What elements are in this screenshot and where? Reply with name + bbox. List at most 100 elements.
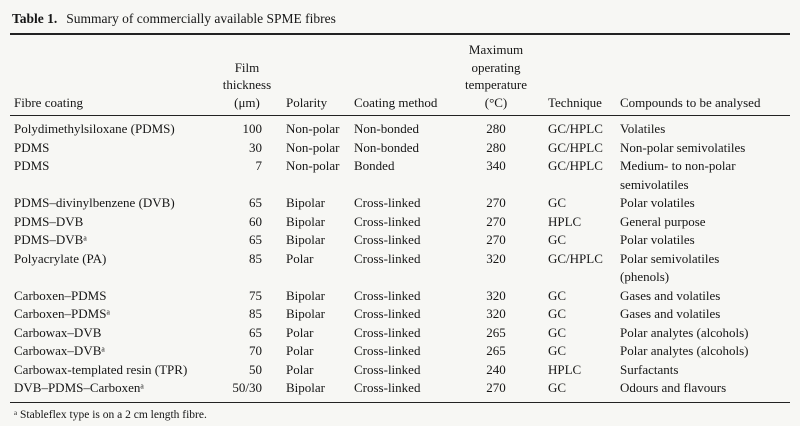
cell-compounds: Polar volatiles [620, 195, 695, 210]
cell-polarity: Polar [286, 324, 314, 340]
cell-polarity: Bipolar [286, 306, 325, 321]
cell-max-operating-temperature: 340 [486, 158, 506, 173]
cell-coating-method: Cross-linked [354, 195, 421, 210]
cell-film-thickness: 60 [249, 213, 262, 229]
cell-fibre-coating: Polyacrylate (PA) [14, 250, 107, 266]
cell-fibre-coating: Carbowax-templated resin (TPR) [14, 361, 188, 377]
cell-coating-method: Cross-linked [354, 380, 421, 395]
cell-max-operating-temperature: 265 [486, 324, 506, 340]
table-row: Carbowax-templated resin (TPR) 50 Polar Cro… [10, 361, 790, 380]
column-header-compounds: Compounds to be analysed [616, 35, 790, 116]
cell-compounds: Polar semivolatiles (phenols) [620, 250, 720, 285]
table-footnote: ᵃ Stableflex type is on a 2 cm length fi… [14, 408, 207, 421]
cell-polarity: Bipolar [286, 287, 325, 303]
cell-compounds: Volatiles [620, 121, 666, 136]
cell-compounds: Non-polar semivolatiles [620, 139, 746, 155]
cell-compounds: Surfactants [620, 361, 679, 377]
table-row: PDMS–divinylbenzene (DVB) 65 Bipolar Cross-… [10, 194, 790, 213]
cell-technique: GC/HPLC [548, 158, 603, 173]
cell-polarity: Polar [286, 343, 314, 358]
table-row: PDMS–DVBᵃ 65 Bipolar Cross-linked 270 GC Polar… [10, 231, 790, 250]
cell-technique: GC/HPLC [548, 121, 603, 136]
cell-technique: HPLC [548, 213, 582, 229]
cell-fibre-coating: Carbowax–DVB [14, 324, 102, 340]
cell-film-thickness: 65 [249, 324, 262, 340]
column-header-technique: Technique [546, 35, 616, 116]
cell-compounds: Odours and flavours [620, 380, 727, 395]
cell-technique: GC [548, 343, 567, 358]
cell-film-thickness: 70 [249, 343, 262, 358]
cell-compounds: Polar analytes (alcohols) [620, 343, 749, 358]
column-header-fibre-coating: Fibre coating [10, 35, 216, 116]
cell-polarity: Polar [286, 250, 314, 266]
cell-coating-method: Cross-linked [354, 250, 421, 266]
cell-coating-method: Cross-linked [354, 343, 421, 358]
cell-fibre-coating: PDMS [14, 139, 50, 155]
cell-technique: HPLC [548, 361, 582, 377]
table-row: DVB–PDMS–Carboxenᵃ 50/30 Bipolar Cross-link… [10, 379, 790, 402]
column-header-polarity: Polarity [278, 35, 350, 116]
cell-polarity: Non-polar [286, 158, 340, 173]
column-header-max-operating-temperature: Maximum operating temperature (°C) [446, 35, 546, 116]
cell-polarity: Bipolar [286, 195, 325, 210]
cell-film-thickness: 100 [242, 121, 263, 136]
cell-technique: GC/HPLC [548, 139, 603, 155]
table-row: PDMS 30 Non-polar Non-bonded 280 GC/HPLC Non-p… [10, 139, 790, 158]
cell-coating-method: Cross-linked [354, 232, 421, 247]
cell-film-thickness: 85 [249, 250, 262, 266]
table-row: Carbowax–DVBᵃ 70 Polar Cross-linked 265 GC Pol… [10, 342, 790, 361]
table-head: Fibre coating Film thickness (μm) Polarity… [10, 35, 790, 116]
cell-technique: GC/HPLC [548, 250, 603, 266]
cell-coating-method: Cross-linked [354, 324, 421, 340]
cell-technique: GC [548, 324, 567, 340]
cell-fibre-coating: Carbowax–DVBᵃ [14, 343, 105, 358]
cell-coating-method: Cross-linked [354, 306, 421, 321]
cell-compounds: Medium- to non-polar semivolatiles [620, 158, 736, 192]
table-title: Summary of commercially available SPME f… [66, 11, 336, 26]
table-row: Polydimethylsiloxane (PDMS) 100 Non-polar N… [10, 116, 790, 139]
header-row: Fibre coating Film thickness (μm) Polarity… [10, 35, 790, 116]
table-body: Polydimethylsiloxane (PDMS) 100 Non-polar N… [10, 116, 790, 403]
cell-film-thickness: 50/30 [232, 380, 262, 395]
column-header-coating-method: Coating method [350, 35, 446, 116]
spme-fibres-table: Fibre coating Film thickness (μm) Polarity… [10, 35, 790, 403]
table-row: PDMS–DVB 60 Bipolar Cross-linked 270 HPLC Gene… [10, 213, 790, 232]
cell-fibre-coating: Polydimethylsiloxane (PDMS) [14, 121, 175, 136]
cell-max-operating-temperature: 320 [486, 250, 506, 266]
cell-fibre-coating: PDMS–divinylbenzene (DVB) [14, 195, 175, 210]
table-number-label: Table 1. [12, 11, 58, 26]
cell-film-thickness: 75 [249, 287, 262, 303]
cell-technique: GC [548, 287, 567, 303]
cell-compounds: Polar volatiles [620, 232, 695, 247]
cell-polarity: Bipolar [286, 380, 325, 395]
cell-fibre-coating: DVB–PDMS–Carboxenᵃ [14, 380, 144, 395]
cell-coating-method: Non-bonded [354, 139, 419, 155]
column-header-film-thickness: Film thickness (μm) [216, 35, 278, 116]
cell-technique: GC [548, 380, 567, 395]
cell-technique: GC [548, 232, 567, 247]
cell-fibre-coating: PDMS–DVBᵃ [14, 232, 87, 247]
table-row: Carboxen–PDMSᵃ 85 Bipolar Cross-linked 320 GC… [10, 305, 790, 324]
cell-polarity: Non-polar [286, 121, 340, 136]
cell-film-thickness: 65 [249, 195, 262, 210]
cell-compounds: Polar analytes (alcohols) [620, 324, 749, 340]
cell-compounds: General purpose [620, 213, 706, 229]
cell-polarity: Polar [286, 361, 314, 377]
cell-coating-method: Cross-linked [354, 287, 421, 303]
cell-max-operating-temperature: 265 [486, 343, 506, 358]
cell-max-operating-temperature: 270 [486, 232, 506, 247]
cell-fibre-coating: PDMS [14, 158, 50, 173]
cell-max-operating-temperature: 320 [486, 287, 506, 303]
cell-technique: GC [548, 306, 567, 321]
table-row: Carboxen–PDMS 75 Bipolar Cross-linked 320 GC G… [10, 287, 790, 306]
cell-max-operating-temperature: 280 [486, 139, 506, 155]
table-row: PDMS 7 Non-polar Bonded 340 GC/HPLC Medium- to… [10, 157, 790, 194]
cell-film-thickness: 50 [249, 361, 262, 377]
cell-max-operating-temperature: 320 [486, 306, 506, 321]
cell-film-thickness: 85 [249, 306, 262, 321]
cell-polarity: Bipolar [286, 213, 325, 229]
cell-coating-method: Cross-linked [354, 361, 421, 377]
table-row: Carbowax–DVB 65 Polar Cross-linked 265 GC Pola… [10, 324, 790, 343]
cell-film-thickness: 65 [249, 232, 262, 247]
